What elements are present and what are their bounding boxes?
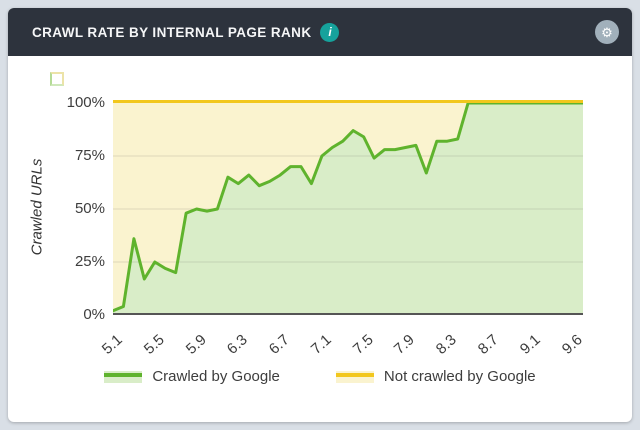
settings-button[interactable]: ⚙ (595, 20, 619, 44)
crawl-rate-widget: CRAWL RATE BY INTERNAL PAGE RANK i ⚙ Cra… (8, 8, 632, 422)
gear-icon: ⚙ (601, 24, 613, 40)
chart-area: Crawled URLs 100% 75% 50% 25% 0% 5.1 5.5 5.9 6.… (8, 56, 632, 422)
legend-label-not-crawled: Not crawled by Google (383, 368, 536, 385)
y-tick-label: 100% (66, 94, 105, 111)
y-tick-label: 50% (74, 200, 105, 217)
info-icon[interactable]: i (320, 22, 340, 42)
legend-item-crawled[interactable]: Crawled by Google (104, 368, 280, 385)
mini-chart-icon (50, 72, 64, 86)
widget-header: CRAWL RATE BY INTERNAL PAGE RANK i ⚙ (8, 8, 632, 56)
chart-plot[interactable] (113, 100, 583, 315)
y-tick-label: 0% (83, 306, 105, 323)
y-tick-label: 25% (74, 253, 105, 270)
legend-label-crawled: Crawled by Google (152, 368, 280, 385)
widget-title: CRAWL RATE BY INTERNAL PAGE RANK (32, 24, 312, 40)
not-crawled-series-swatch (335, 370, 374, 383)
crawled-series-swatch (104, 370, 143, 383)
y-tick-label: 75% (74, 147, 105, 164)
legend: Crawled by Google Not crawled by Google (8, 368, 632, 385)
legend-item-not-crawled[interactable]: Not crawled by Google (335, 368, 536, 385)
